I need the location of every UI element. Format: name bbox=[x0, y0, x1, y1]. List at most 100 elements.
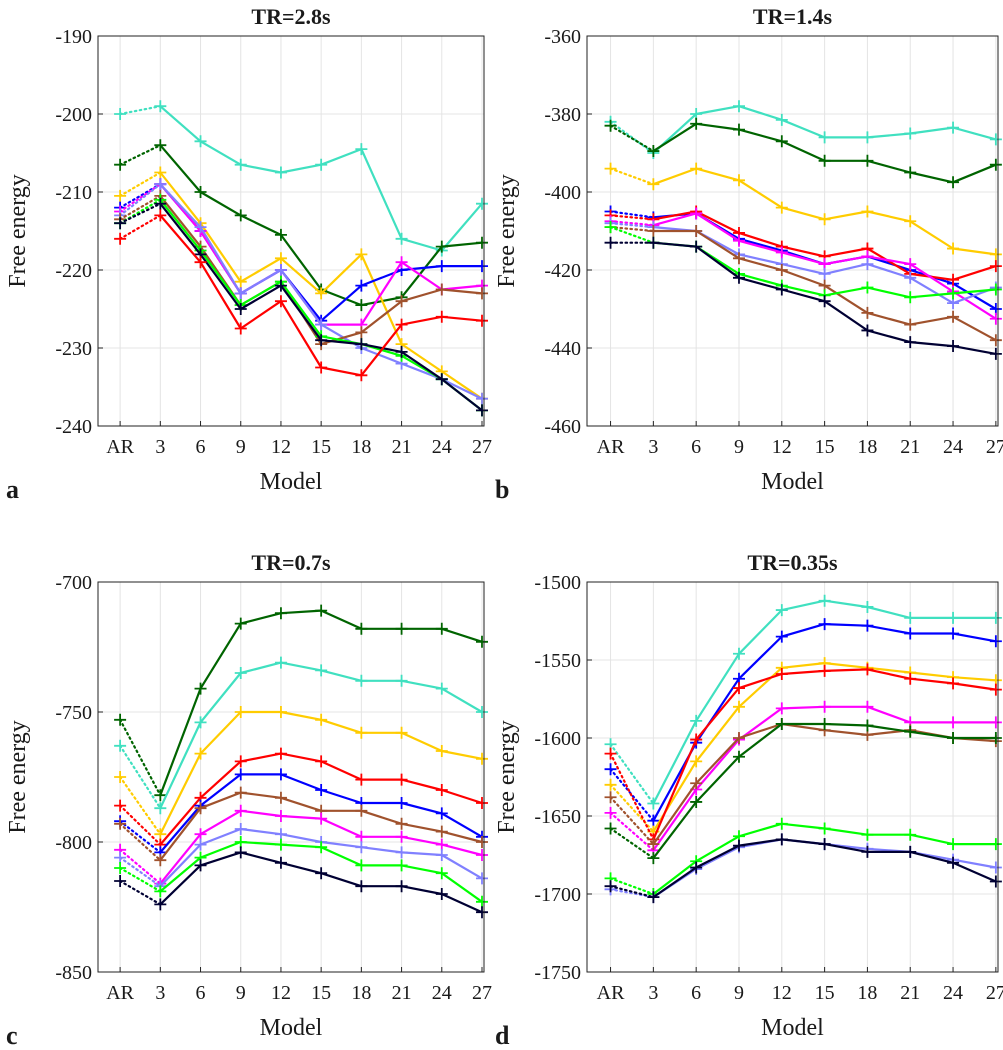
data-point-marker bbox=[114, 739, 127, 752]
x-tick-label: 6 bbox=[691, 436, 701, 458]
data-point-marker bbox=[775, 604, 788, 617]
data-point-marker bbox=[234, 303, 247, 315]
x-tick-label: 24 bbox=[943, 982, 963, 1004]
series-line bbox=[114, 836, 488, 908]
y-tick-label: -440 bbox=[544, 338, 581, 360]
data-point-marker bbox=[355, 279, 368, 292]
data-point-marker bbox=[114, 799, 127, 812]
data-point-marker bbox=[861, 663, 874, 676]
series-line bbox=[114, 178, 488, 327]
data-point-marker bbox=[475, 849, 488, 861]
y-axis-label: Free energy bbox=[494, 174, 520, 288]
data-point-marker bbox=[647, 797, 660, 810]
x-tick-label: 15 bbox=[815, 982, 835, 1004]
data-point-marker bbox=[395, 859, 408, 872]
data-point-marker bbox=[435, 240, 448, 253]
y-tick-label: -360 bbox=[544, 26, 581, 48]
data-point-marker bbox=[114, 862, 127, 874]
series-segment-dotted bbox=[119, 820, 162, 854]
chart-title: TR=1.4s bbox=[753, 4, 833, 29]
series-segment-dotted bbox=[609, 214, 655, 221]
data-point-marker bbox=[114, 189, 127, 202]
y-tick-label: -1550 bbox=[534, 650, 581, 672]
data-point-marker bbox=[355, 248, 368, 261]
data-point-marker bbox=[194, 135, 207, 148]
data-point-marker bbox=[947, 716, 960, 729]
series-line bbox=[604, 236, 1002, 360]
y-tick-label: -460 bbox=[544, 416, 581, 438]
data-point-marker bbox=[818, 154, 831, 167]
y-axis-label: Free energy bbox=[5, 174, 31, 288]
x-tick-label: 6 bbox=[196, 436, 206, 458]
y-tick-label: -420 bbox=[544, 260, 581, 282]
data-point-marker bbox=[315, 784, 328, 796]
data-point-marker bbox=[989, 158, 1002, 171]
data-point-marker bbox=[315, 361, 328, 374]
data-point-marker bbox=[234, 322, 247, 335]
series-segment-dotted bbox=[609, 877, 655, 896]
x-axis-label: Model bbox=[761, 469, 824, 495]
data-point-marker bbox=[604, 119, 617, 132]
data-point-marker bbox=[818, 664, 831, 677]
x-tick-label: 15 bbox=[311, 436, 331, 458]
data-point-marker bbox=[435, 283, 448, 296]
data-point-marker bbox=[435, 784, 448, 796]
data-point-marker bbox=[274, 166, 287, 179]
data-point-marker bbox=[475, 236, 488, 249]
data-point-marker bbox=[861, 281, 874, 294]
data-point-marker bbox=[194, 828, 207, 841]
data-point-marker bbox=[818, 213, 831, 226]
data-point-marker bbox=[315, 318, 328, 331]
data-point-marker bbox=[355, 326, 368, 339]
data-point-marker bbox=[904, 127, 917, 140]
data-point-marker bbox=[989, 283, 1002, 296]
x-tick-label: 6 bbox=[196, 982, 206, 1004]
x-tick-label: 24 bbox=[432, 436, 452, 458]
data-point-marker bbox=[690, 117, 703, 130]
series-segment-dotted bbox=[119, 718, 162, 797]
data-point-marker bbox=[234, 786, 247, 799]
x-tick-label: 3 bbox=[648, 982, 658, 1004]
x-tick-label: 21 bbox=[392, 982, 412, 1004]
series-segment-dotted bbox=[609, 220, 655, 227]
data-point-marker bbox=[989, 611, 1002, 624]
data-point-marker bbox=[732, 271, 745, 284]
y-axis-label: Free energy bbox=[494, 720, 520, 834]
data-point-marker bbox=[861, 600, 874, 613]
x-tick-label: 18 bbox=[351, 982, 371, 1004]
data-point-marker bbox=[435, 373, 448, 386]
y-tick-label: -850 bbox=[55, 962, 92, 984]
data-point-marker bbox=[315, 158, 328, 171]
series-segment-dotted bbox=[609, 811, 655, 852]
series-line bbox=[604, 594, 1002, 810]
data-point-marker bbox=[947, 340, 960, 353]
data-point-marker bbox=[775, 630, 788, 643]
data-point-marker bbox=[355, 674, 368, 687]
data-point-marker bbox=[475, 706, 488, 718]
x-tick-label: 18 bbox=[351, 436, 371, 458]
data-point-marker bbox=[274, 252, 287, 265]
series-line bbox=[604, 657, 1002, 838]
x-tick-label: 12 bbox=[271, 436, 291, 458]
data-point-marker bbox=[194, 859, 207, 872]
data-point-marker bbox=[861, 619, 874, 632]
data-point-marker bbox=[154, 898, 167, 911]
series-line bbox=[114, 209, 488, 382]
data-point-marker bbox=[947, 242, 960, 255]
data-point-marker bbox=[274, 838, 287, 851]
data-point-marker bbox=[947, 677, 960, 690]
data-point-marker bbox=[732, 700, 745, 713]
data-point-marker bbox=[435, 867, 448, 880]
panel-label: d bbox=[495, 1021, 510, 1050]
series-segment-dotted bbox=[609, 888, 655, 899]
data-point-marker bbox=[114, 851, 127, 864]
x-axis-label: Model bbox=[761, 1015, 824, 1041]
data-point-marker bbox=[647, 225, 660, 237]
data-point-marker bbox=[355, 773, 368, 786]
data-point-marker bbox=[732, 123, 745, 136]
data-point-marker bbox=[861, 828, 874, 841]
data-point-marker bbox=[818, 717, 831, 730]
series-segment-dotted bbox=[119, 848, 162, 885]
panel-label: c bbox=[6, 1021, 18, 1050]
y-tick-label: -240 bbox=[55, 416, 92, 438]
